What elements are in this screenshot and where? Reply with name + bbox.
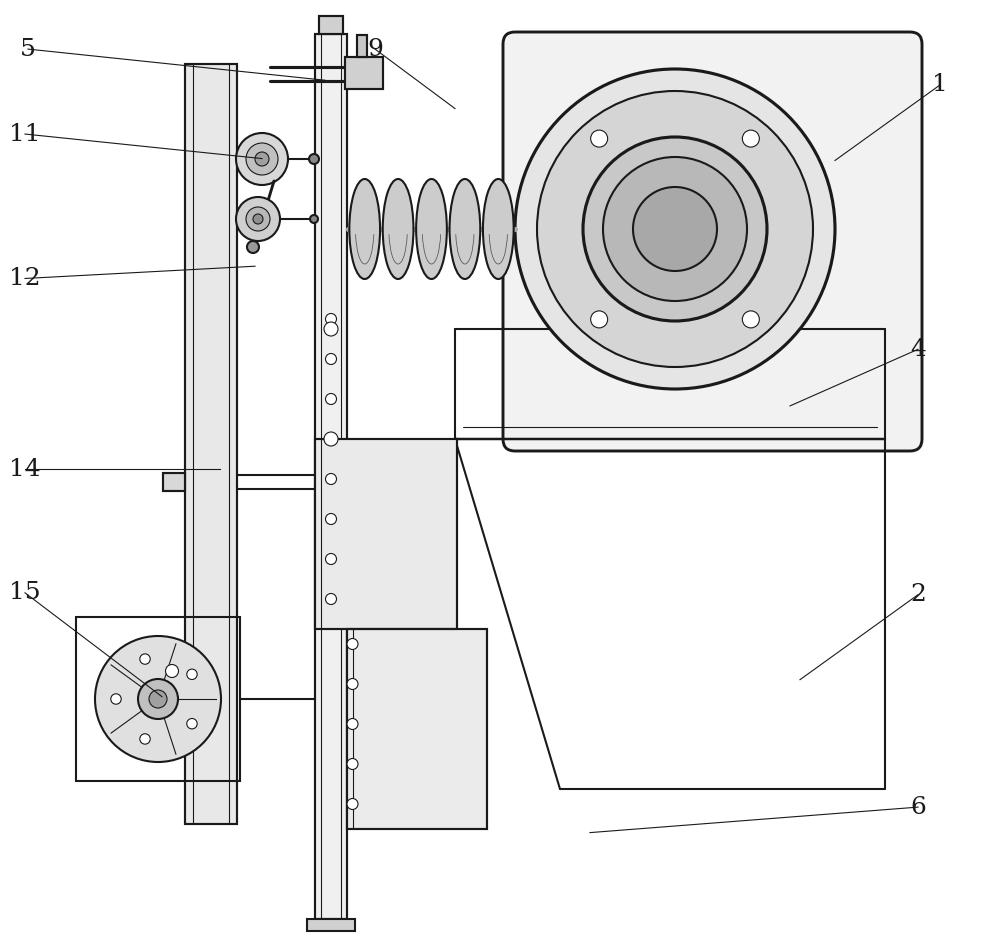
Circle shape [326, 313, 336, 325]
Bar [315, 34, 347, 919]
Bar [315, 34, 347, 919]
Circle shape [138, 679, 178, 719]
Circle shape [347, 718, 358, 730]
Circle shape [236, 197, 280, 241]
Circle shape [309, 154, 319, 164]
Ellipse shape [416, 179, 447, 279]
Circle shape [742, 311, 759, 328]
Circle shape [187, 718, 197, 729]
Bar [319, 16, 343, 34]
Circle shape [95, 636, 221, 762]
Circle shape [583, 137, 767, 321]
Text: 11: 11 [9, 123, 41, 145]
Circle shape [591, 311, 608, 328]
Bar [76, 617, 240, 781]
FancyBboxPatch shape [503, 32, 922, 451]
Ellipse shape [383, 179, 413, 279]
Circle shape [347, 638, 358, 649]
Bar [307, 919, 355, 931]
Bar [185, 64, 237, 824]
Circle shape [326, 553, 336, 565]
Circle shape [515, 69, 835, 389]
Circle shape [347, 758, 358, 769]
Text: 4: 4 [910, 338, 926, 361]
Circle shape [166, 665, 179, 678]
Bar [315, 439, 457, 629]
Bar [163, 473, 185, 491]
Text: 6: 6 [910, 796, 926, 818]
Text: 12: 12 [9, 267, 41, 290]
Circle shape [742, 130, 759, 147]
Circle shape [326, 433, 336, 445]
Circle shape [187, 669, 197, 680]
Circle shape [326, 474, 336, 484]
Bar [357, 35, 367, 57]
Ellipse shape [349, 179, 380, 279]
Circle shape [246, 143, 278, 175]
Text: 15: 15 [9, 582, 41, 604]
Circle shape [633, 187, 717, 271]
Circle shape [247, 241, 259, 253]
Circle shape [591, 130, 608, 147]
Ellipse shape [483, 179, 514, 279]
Circle shape [326, 514, 336, 525]
Circle shape [326, 594, 336, 604]
Circle shape [246, 207, 270, 231]
Circle shape [149, 690, 167, 708]
Ellipse shape [450, 179, 480, 279]
Bar [163, 473, 185, 491]
Bar [319, 16, 343, 34]
Circle shape [253, 214, 263, 224]
Text: 14: 14 [9, 458, 41, 480]
Text: 5: 5 [20, 38, 36, 60]
Bar [347, 629, 487, 829]
Circle shape [347, 799, 358, 810]
Circle shape [326, 394, 336, 404]
Circle shape [537, 91, 813, 367]
Bar [185, 64, 237, 824]
Circle shape [324, 322, 338, 336]
Bar [347, 629, 487, 829]
Bar [345, 57, 383, 89]
Bar [315, 439, 457, 629]
Circle shape [310, 215, 318, 223]
Bar [345, 57, 383, 89]
Circle shape [603, 157, 747, 301]
Circle shape [255, 152, 269, 166]
Text: 1: 1 [932, 74, 948, 96]
Circle shape [236, 133, 288, 185]
Bar [357, 35, 367, 57]
Text: 9: 9 [367, 38, 383, 60]
Circle shape [347, 679, 358, 689]
Circle shape [140, 654, 150, 665]
Circle shape [111, 694, 121, 704]
Circle shape [140, 733, 150, 744]
Circle shape [324, 432, 338, 446]
Circle shape [326, 353, 336, 364]
Text: 2: 2 [910, 583, 926, 606]
